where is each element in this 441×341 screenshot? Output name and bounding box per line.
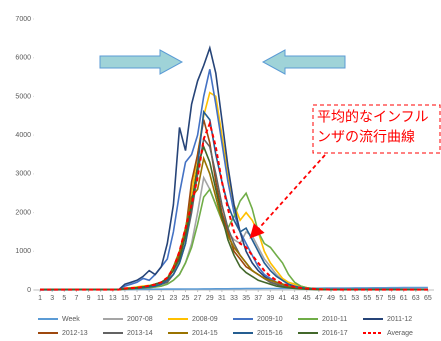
y-tick-label: 4000 (15, 132, 31, 139)
x-tick-label: 13 (109, 295, 117, 302)
annotation-arrow (249, 154, 326, 239)
x-tick-label: 51 (339, 295, 347, 302)
legend-label: 2007-08 (127, 316, 153, 323)
legend-label: 2010-11 (322, 316, 347, 323)
x-tick-label: 35 (242, 295, 250, 302)
x-tick-label: 21 (157, 295, 165, 302)
x-tick-label: 59 (388, 295, 396, 302)
legend-label: 2015-16 (257, 330, 283, 337)
annotation-text: ンザの流行曲線 (317, 129, 415, 145)
x-tick-label: 39 (266, 295, 274, 302)
y-tick-label: 7000 (15, 16, 31, 23)
x-tick-label: 65 (424, 295, 432, 302)
series-line (40, 175, 428, 291)
x-tick-label: 17 (133, 295, 141, 302)
left-arrow (261, 49, 346, 75)
y-tick-label: 5000 (15, 93, 31, 100)
annotation-box (312, 104, 441, 154)
x-tick-label: 33 (230, 295, 238, 302)
x-tick-label: 11 (97, 295, 104, 302)
x-tick-label: 37 (254, 295, 262, 302)
y-tick-label: 6000 (15, 55, 31, 62)
legend-label: 2011-12 (387, 316, 412, 323)
x-tick-label: 19 (145, 295, 153, 302)
x-tick-label: 49 (327, 295, 335, 302)
legend-label: 2016-17 (322, 330, 348, 337)
x-tick-label: 1 (38, 295, 42, 302)
legend-label: Week (62, 316, 80, 323)
x-tick-label: 15 (121, 295, 129, 302)
x-tick-label: 5 (62, 295, 66, 302)
x-tick-label: 61 (400, 295, 408, 302)
x-tick-label: 23 (169, 295, 177, 302)
right-arrow (99, 49, 184, 75)
y-tick-label: 2000 (15, 209, 31, 216)
legend-label: Average (387, 330, 413, 337)
x-tick-label: 27 (194, 295, 202, 302)
y-tick-label: 0 (27, 287, 31, 294)
legend-label: 2014-15 (192, 330, 218, 337)
legend-label: 2009-10 (257, 316, 283, 323)
x-tick-label: 41 (279, 295, 287, 302)
x-tick-label: 53 (351, 295, 359, 302)
x-tick-label: 29 (206, 295, 214, 302)
y-tick-label: 3000 (15, 171, 31, 178)
x-tick-label: 31 (218, 295, 226, 302)
x-tick-label: 9 (87, 295, 91, 302)
x-tick-label: 45 (303, 295, 311, 302)
x-tick-label: 55 (363, 295, 371, 302)
x-tick-label: 47 (315, 295, 323, 302)
x-tick-label: 7 (74, 295, 78, 302)
annotation-text: 平均的なインフル (317, 109, 429, 125)
series-line (40, 155, 428, 291)
legend-label: 2008-09 (192, 316, 218, 323)
x-tick-label: 3 (50, 295, 54, 302)
x-tick-label: 25 (182, 295, 190, 302)
legend-label: 2013-14 (127, 330, 153, 337)
y-tick-label: 1000 (15, 248, 31, 255)
x-tick-label: 57 (376, 295, 384, 302)
x-tick-label: 43 (291, 295, 299, 302)
legend-label: 2012-13 (62, 330, 88, 337)
x-tick-label: 63 (412, 295, 420, 302)
series-line (40, 120, 428, 291)
